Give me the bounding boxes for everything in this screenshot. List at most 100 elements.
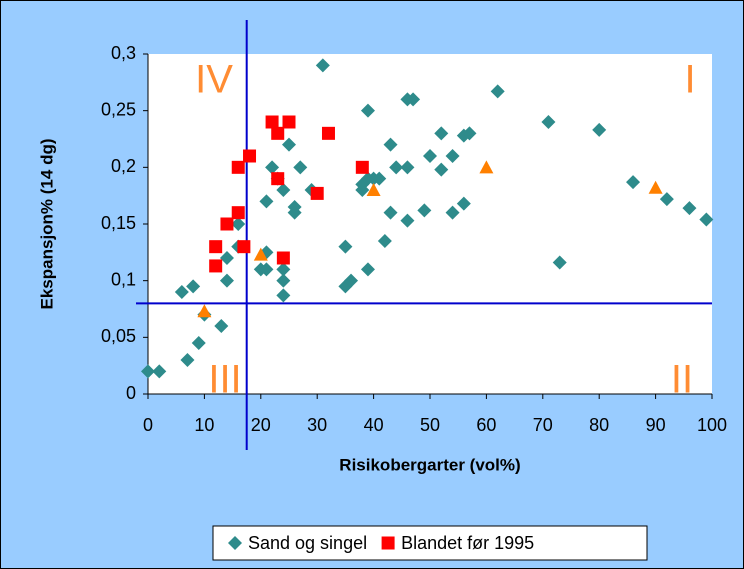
x-tick-label: 40 (364, 415, 384, 435)
point (282, 115, 296, 129)
point (383, 137, 398, 152)
point (282, 137, 296, 152)
point (456, 196, 471, 211)
legend-label: Sand og singel (248, 533, 367, 553)
point (231, 160, 245, 174)
point (209, 240, 223, 254)
point (276, 183, 291, 197)
point (383, 205, 398, 220)
point (310, 186, 324, 200)
point (276, 251, 290, 265)
point (417, 203, 432, 218)
y-tick-label: 0,1 (111, 269, 136, 289)
x-tick-label: 50 (420, 415, 440, 435)
y-axis-title: Ekspansjon% (14 dg) (37, 139, 56, 310)
point (237, 240, 251, 254)
quadrant-label: I (684, 58, 695, 102)
point (259, 194, 274, 209)
point (191, 336, 206, 350)
point (293, 160, 308, 175)
point (209, 259, 223, 273)
point (648, 180, 663, 194)
point (338, 239, 353, 254)
point (219, 251, 234, 265)
x-tick-label: 80 (589, 415, 609, 435)
point (197, 304, 212, 318)
x-tick-label: 30 (307, 415, 327, 435)
point (141, 364, 155, 379)
point (377, 234, 392, 248)
point (423, 149, 437, 163)
y-tick-label: 0,3 (111, 43, 136, 63)
x-tick-label: 100 (697, 415, 727, 435)
quadrant-label: III (208, 358, 241, 402)
point (360, 103, 375, 118)
y-tick-label: 0 (126, 383, 136, 403)
point (271, 172, 285, 186)
point (434, 162, 449, 177)
quadrant-label: II (671, 358, 693, 402)
point (445, 149, 460, 163)
point (490, 84, 505, 99)
point (186, 279, 201, 294)
point (253, 247, 268, 261)
point (344, 273, 359, 288)
point (462, 126, 477, 141)
point (406, 92, 421, 107)
point (659, 192, 674, 207)
y-tick-label: 0,15 (101, 213, 136, 233)
point (479, 160, 494, 174)
y-tick-label: 0,25 (101, 99, 136, 119)
point (174, 285, 189, 299)
point (219, 273, 234, 288)
point (366, 183, 381, 196)
point (259, 262, 274, 277)
point (315, 58, 330, 73)
x-tick-label: 20 (251, 415, 271, 435)
point (400, 213, 415, 228)
point (626, 175, 641, 190)
point (287, 200, 302, 214)
point (682, 201, 697, 216)
x-tick-label: 10 (194, 415, 214, 435)
x-tick-label: 90 (646, 415, 666, 435)
point (259, 245, 274, 260)
x-axis-title: Risikobergarter (vol%) (339, 455, 520, 474)
point (231, 217, 246, 231)
point (389, 160, 404, 175)
point (152, 364, 167, 379)
point (552, 255, 567, 270)
point (265, 115, 279, 129)
point (592, 122, 607, 137)
point (276, 273, 291, 288)
point (271, 126, 285, 140)
point (321, 126, 335, 140)
point (372, 171, 387, 186)
x-tick-label: 0 (143, 415, 153, 435)
point (220, 217, 234, 231)
legend-label: Blandet før 1995 (401, 533, 534, 553)
x-tick-label: 70 (533, 415, 553, 435)
point (434, 126, 449, 141)
y-tick-label: 0,05 (101, 326, 136, 346)
y-tick-label: 0,2 (111, 156, 136, 176)
legend-marker (228, 536, 242, 550)
point (445, 205, 460, 220)
point (276, 262, 291, 277)
point (276, 288, 291, 303)
quadrant-label: IV (195, 58, 233, 102)
point (400, 160, 415, 175)
point (355, 160, 369, 174)
point (231, 206, 245, 220)
point (243, 149, 257, 163)
x-tick-label: 60 (476, 415, 496, 435)
point (180, 353, 195, 367)
point (360, 262, 375, 277)
point (265, 160, 280, 175)
legend (212, 525, 648, 561)
point (699, 212, 714, 227)
legend-marker (381, 536, 395, 550)
point (214, 319, 229, 333)
point (541, 115, 556, 129)
